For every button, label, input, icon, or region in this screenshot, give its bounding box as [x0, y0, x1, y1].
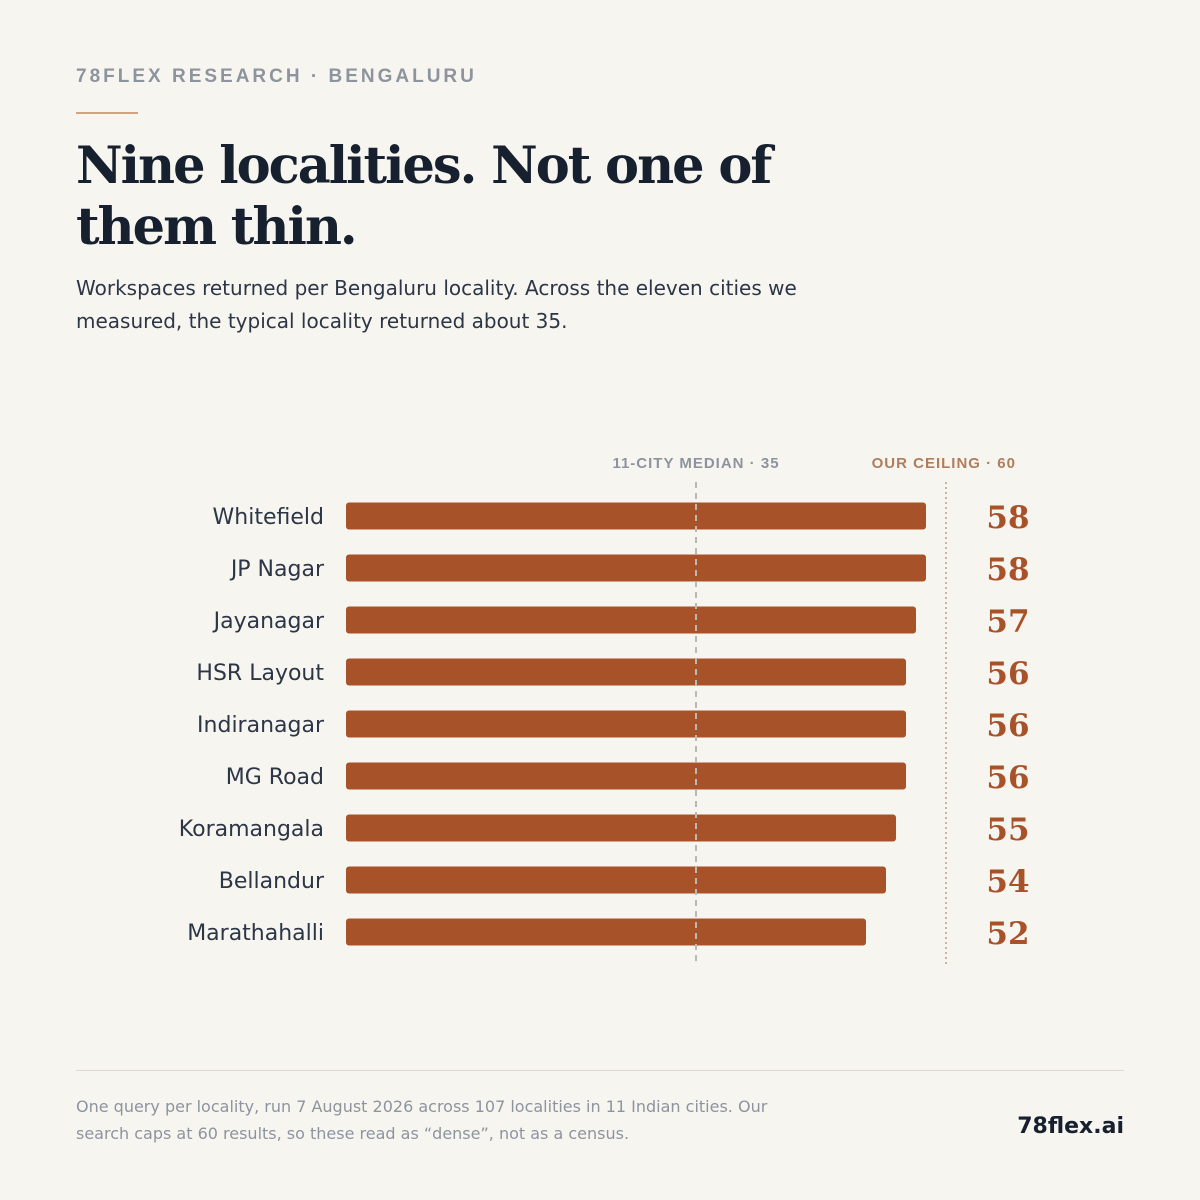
value-label: 58: [986, 552, 1029, 588]
median-label: 11-CITY MEDIAN · 35: [612, 455, 779, 472]
page-subtitle: Workspaces returned per Bengaluru locali…: [76, 276, 797, 333]
eyebrow: 78FLEX RESEARCH · BENGALURU: [76, 66, 477, 87]
bar-jayanagar: [346, 606, 916, 634]
brand-link[interactable]: 78flex.ai: [1017, 1114, 1124, 1139]
category-label: MG Road: [226, 765, 324, 790]
value-label: 56: [986, 708, 1029, 744]
bar-hsr-layout: [346, 658, 906, 686]
value-label: 54: [986, 864, 1029, 900]
value-label: 56: [986, 760, 1029, 796]
category-label: Indiranagar: [197, 713, 325, 738]
value-label: 56: [986, 656, 1029, 692]
ceiling-label: OUR CEILING · 60: [872, 455, 1016, 472]
category-label: Whitefield: [213, 505, 324, 530]
bar-bellandur: [346, 866, 886, 894]
bar-whitefield: [346, 502, 926, 530]
footer-divider: [76, 1070, 1124, 1071]
value-label: 57: [986, 604, 1029, 640]
category-label: Koramangala: [179, 817, 324, 842]
value-label: 55: [986, 812, 1029, 848]
category-label: Bellandur: [219, 869, 325, 894]
bar-marathahalli: [346, 918, 866, 946]
bar-indiranagar: [346, 710, 906, 738]
value-label: 52: [986, 916, 1029, 952]
category-label: Marathahalli: [187, 921, 324, 946]
category-label: HSR Layout: [196, 661, 324, 686]
category-label: JP Nagar: [229, 557, 325, 582]
value-label: 58: [986, 500, 1029, 536]
bar-mg-road: [346, 762, 906, 790]
bar-koramangala: [346, 814, 896, 842]
methodology-note: One query per locality, run 7 August 202…: [76, 1097, 768, 1143]
page-title: Nine localities. Not one of them thin.: [76, 136, 772, 257]
category-label: Jayanagar: [212, 609, 325, 634]
bar-jp-nagar: [346, 554, 926, 582]
accent-rule: [76, 112, 138, 114]
